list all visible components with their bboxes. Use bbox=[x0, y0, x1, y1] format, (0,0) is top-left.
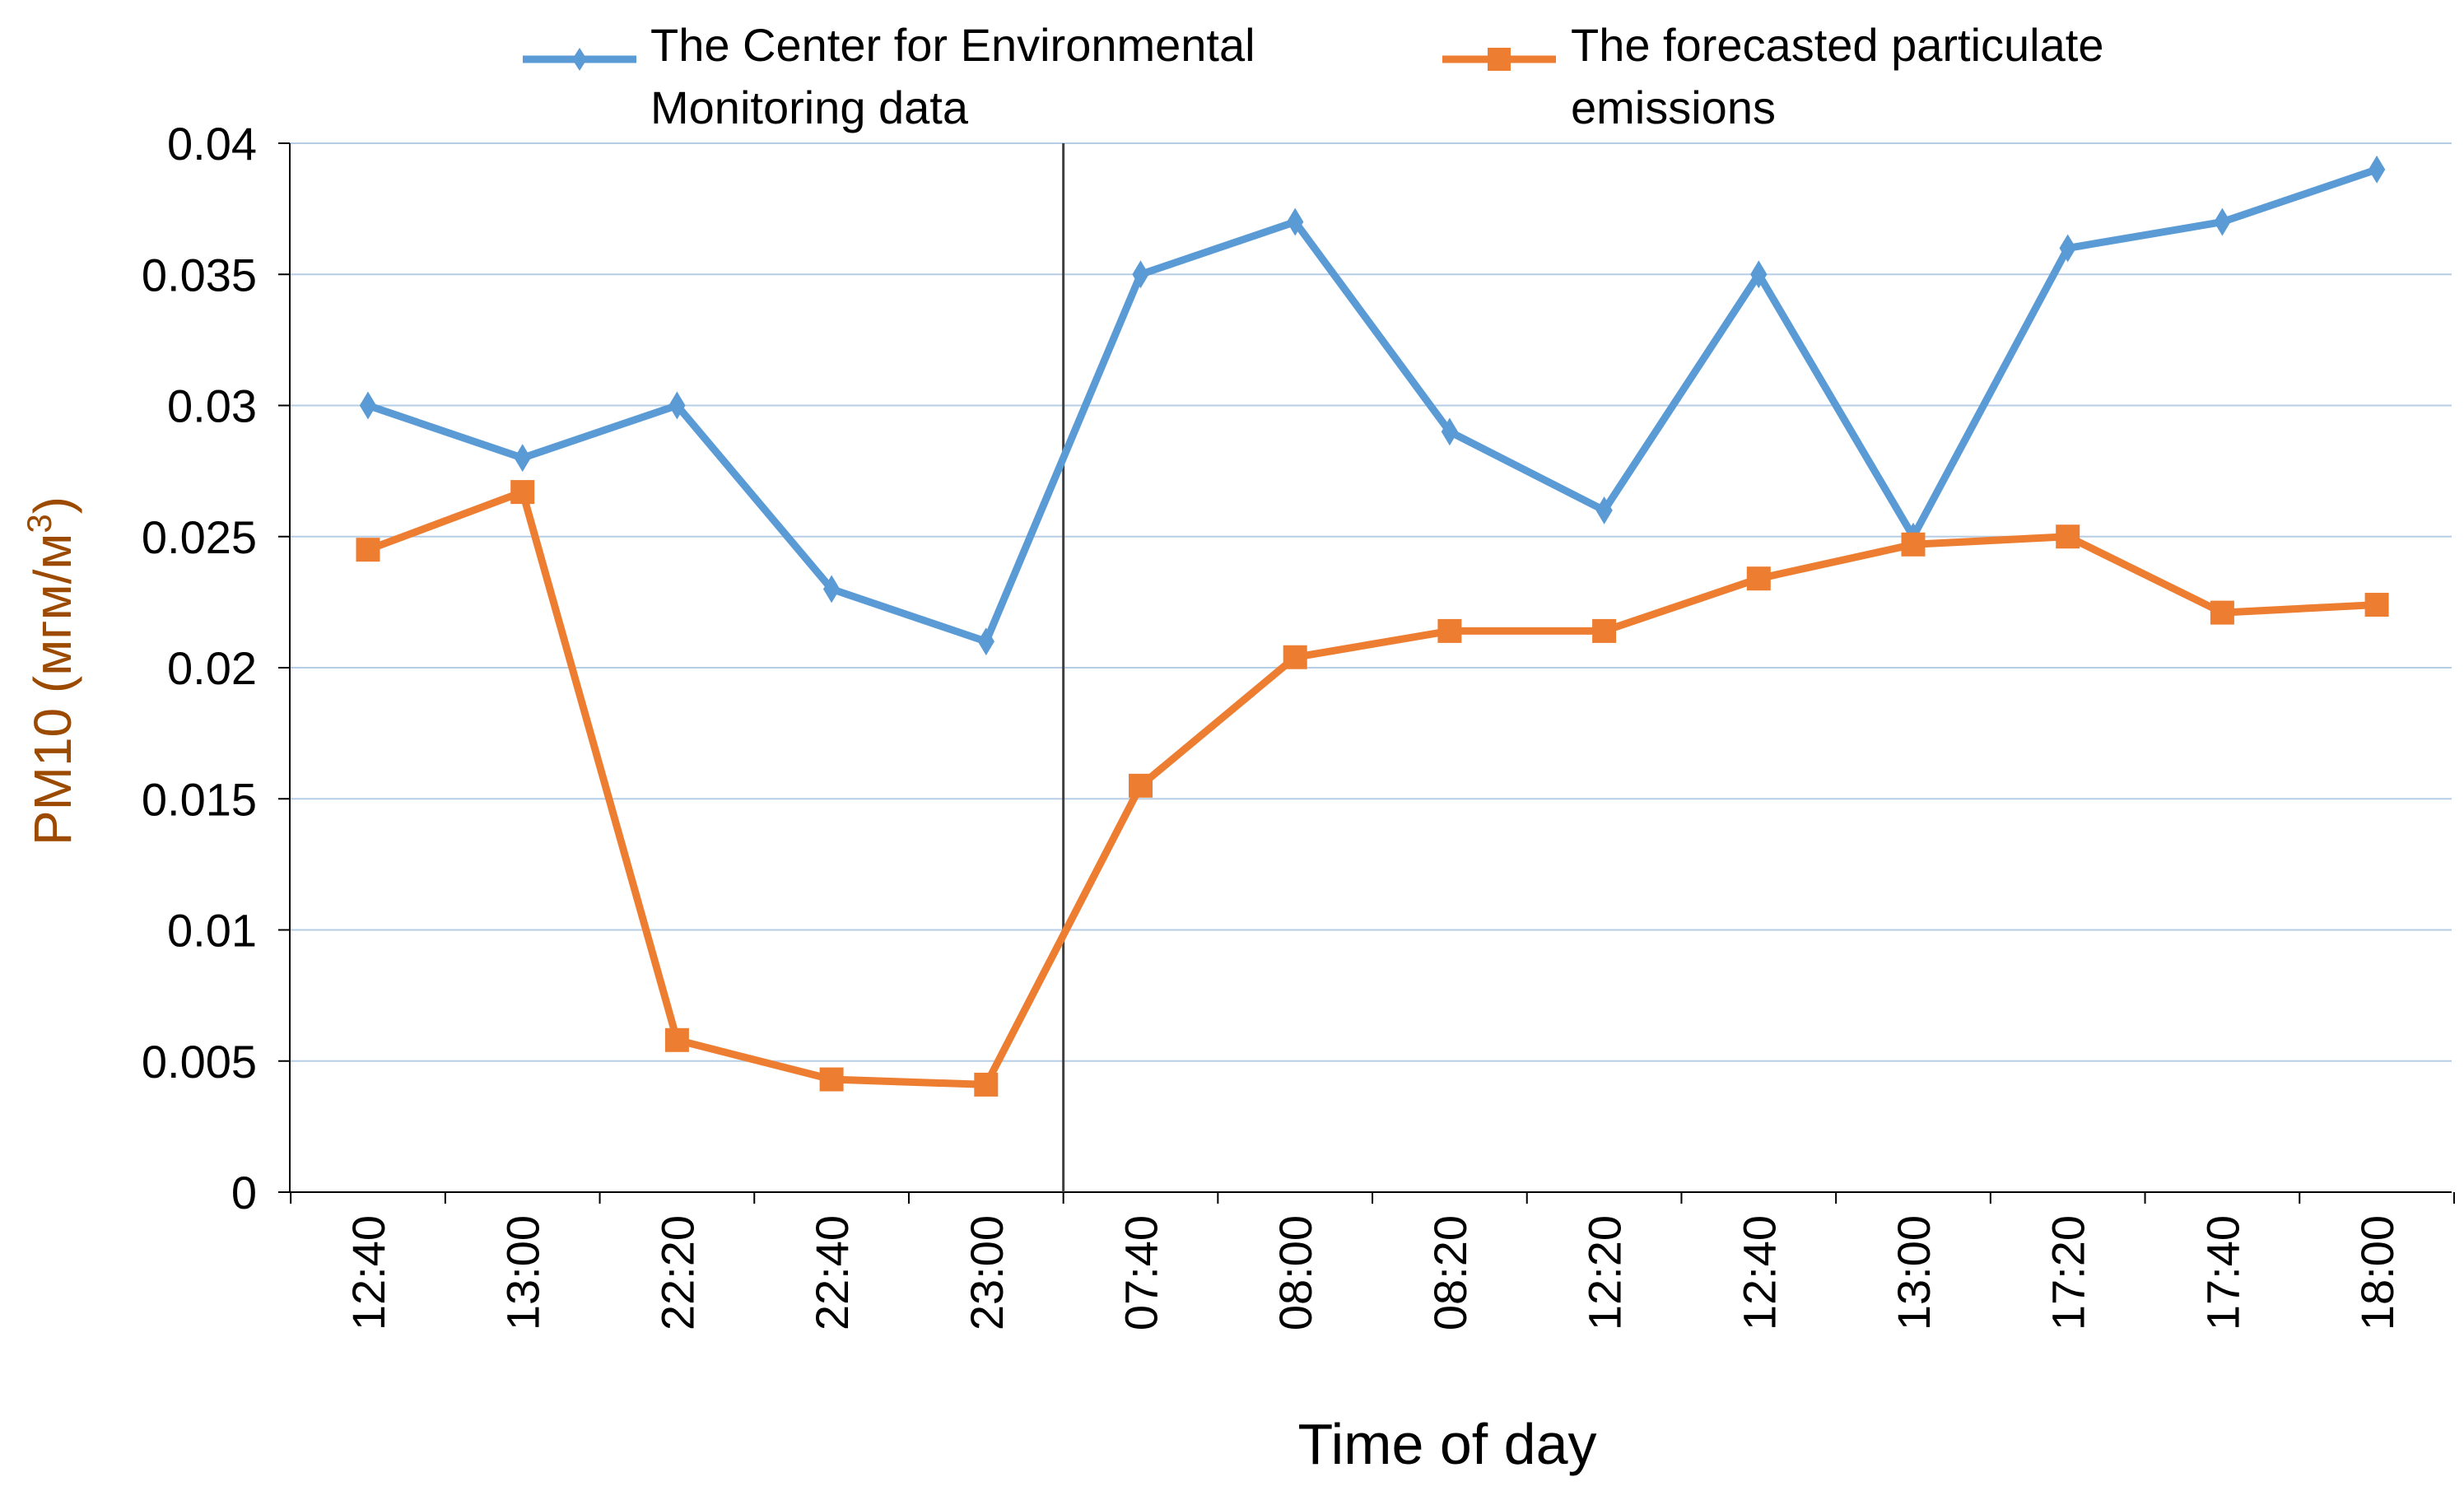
y-tick-label: 0 bbox=[231, 1167, 257, 1218]
y-tick-label: 0.025 bbox=[142, 511, 257, 563]
data-point bbox=[1750, 260, 1768, 289]
y-tick-label: 0.01 bbox=[167, 905, 257, 957]
x-axis-title: Time of day bbox=[1297, 1412, 1596, 1476]
x-tick-label: 22:40 bbox=[806, 1215, 858, 1330]
data-point bbox=[1283, 645, 1307, 669]
legend-marker-monitoring bbox=[572, 48, 587, 71]
series-line bbox=[364, 488, 2381, 1088]
data-point bbox=[2214, 207, 2231, 236]
legend-label-forecast-line1: The forecasted particulate bbox=[1571, 19, 2103, 71]
data-point bbox=[2364, 593, 2389, 617]
data-point bbox=[2368, 155, 2386, 184]
legend-label-monitoring-line2: Monitoring data bbox=[650, 82, 969, 133]
x-tick-label: 08:20 bbox=[1424, 1215, 1476, 1330]
x-tick-label: 12:40 bbox=[1733, 1215, 1785, 1330]
data-point bbox=[1132, 260, 1149, 289]
y-tick-label: 0.02 bbox=[167, 642, 257, 694]
y-tick-label: 0.015 bbox=[142, 773, 257, 825]
data-point bbox=[2210, 600, 2234, 625]
data-point bbox=[514, 444, 531, 473]
x-tick-label: 18:00 bbox=[2351, 1215, 2403, 1330]
data-point bbox=[1437, 618, 1462, 643]
data-point bbox=[2056, 524, 2080, 549]
data-point bbox=[664, 1027, 689, 1052]
legend: The Center for Environmental Monitoring … bbox=[523, 19, 2103, 133]
legend-label-monitoring-line1: The Center for Environmental bbox=[650, 19, 1255, 71]
data-point bbox=[974, 1072, 999, 1097]
y-tick-label: 0.035 bbox=[142, 249, 257, 301]
x-tick-label: 22:20 bbox=[651, 1215, 703, 1330]
legend-item-monitoring: The Center for Environmental Monitoring … bbox=[523, 19, 1255, 133]
x-tick-label: 13:00 bbox=[1888, 1215, 1940, 1330]
y-axis-title-superscript: 3 bbox=[20, 514, 58, 533]
data-point bbox=[1746, 566, 1771, 591]
series-monitoring bbox=[359, 155, 2386, 656]
gridlines bbox=[290, 142, 2452, 1062]
data-point bbox=[1129, 773, 1153, 798]
data-point bbox=[1287, 207, 1304, 236]
y-axis-title-close: ) bbox=[23, 496, 82, 514]
series-group bbox=[356, 155, 2389, 1097]
y-axis-title: PM10 (мгм/м3) bbox=[20, 496, 82, 846]
y-axis-ticks: 0 0.005 0.01 0.015 0.02 0.025 0.03 0.035 0.04 bbox=[142, 118, 290, 1218]
x-tick-label: 12:40 bbox=[342, 1215, 394, 1330]
data-point bbox=[1441, 417, 1459, 446]
data-point bbox=[1592, 618, 1617, 643]
x-tick-label: 12:20 bbox=[1579, 1215, 1631, 1330]
series-line bbox=[364, 165, 2381, 645]
x-tick-label: 17:40 bbox=[2196, 1215, 2248, 1330]
x-axis-ticks: 12:40 13:00 22:20 22:40 23:00 07:40 08:00 08:20… bbox=[290, 1192, 2455, 1330]
data-point bbox=[822, 575, 841, 603]
x-tick-label: 08:00 bbox=[1269, 1215, 1321, 1330]
y-tick-label: 0.005 bbox=[142, 1036, 257, 1088]
x-tick-label: 17:20 bbox=[2042, 1215, 2094, 1330]
y-tick-label: 0.03 bbox=[167, 380, 257, 432]
data-point bbox=[1901, 532, 1926, 557]
legend-marker-forecast bbox=[1488, 48, 1511, 71]
series-forecast bbox=[356, 480, 2389, 1097]
x-tick-label: 23:00 bbox=[961, 1215, 1013, 1330]
data-point bbox=[359, 391, 377, 420]
data-point bbox=[668, 391, 686, 420]
data-point bbox=[510, 480, 535, 505]
data-point bbox=[1595, 496, 1613, 524]
x-tick-label: 07:40 bbox=[1116, 1215, 1167, 1330]
legend-item-forecast: The forecasted particulate emissions bbox=[1442, 19, 2103, 133]
legend-label-forecast-line2: emissions bbox=[1571, 82, 1776, 133]
x-tick-label: 13:00 bbox=[497, 1215, 549, 1330]
data-point bbox=[819, 1067, 844, 1092]
y-axis-title-main: PM10 (мгм/м bbox=[23, 533, 82, 846]
data-point bbox=[356, 538, 380, 562]
y-tick-label: 0.04 bbox=[167, 118, 257, 170]
data-point bbox=[2059, 234, 2076, 263]
data-point bbox=[977, 627, 994, 656]
